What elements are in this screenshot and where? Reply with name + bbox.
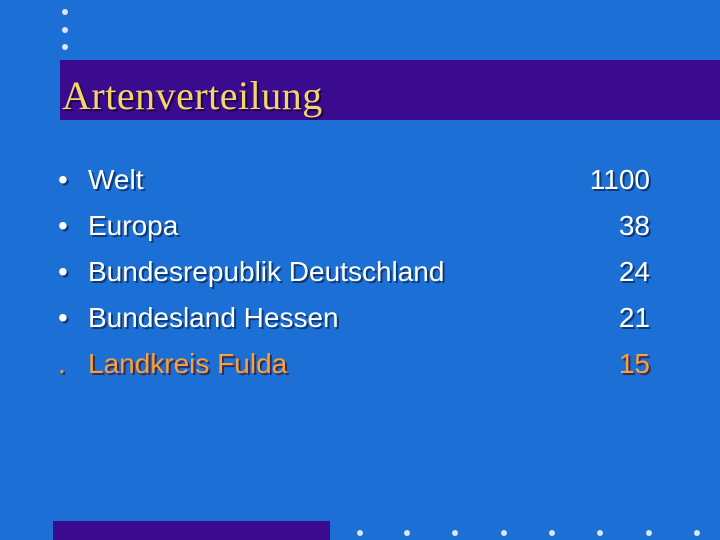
decor-dot [62, 27, 68, 33]
item-label: Bundesland Hessen [88, 302, 339, 333]
title-bar: Artenverteilung [60, 60, 720, 120]
list-item: • Bundesrepublik Deutschland 24 [0, 252, 720, 292]
bottom-bar [53, 521, 330, 540]
decor-dot [357, 530, 363, 536]
decor-dot [549, 530, 555, 536]
bullet: • [58, 210, 68, 241]
list-item: • Europa 38 [0, 206, 720, 246]
bullet: • [58, 164, 68, 195]
list-item-highlighted: . Landkreis Fulda 15 [0, 344, 720, 384]
decor-dot [452, 530, 458, 536]
item-label: Landkreis Fulda [88, 348, 288, 379]
item-label: Bundesrepublik Deutschland [88, 256, 445, 287]
item-value: 1100 [589, 164, 650, 195]
item-label: Welt [88, 164, 144, 195]
slide-title: Artenverteilung [62, 73, 323, 118]
bullet: • [58, 256, 68, 287]
decor-dot [62, 44, 68, 50]
decor-dot [404, 530, 410, 536]
decor-dot [62, 9, 68, 15]
item-value: 21 [618, 302, 650, 333]
decor-dot [646, 530, 652, 536]
item-value: 38 [618, 210, 650, 241]
list-item: • Bundesland Hessen 21 [0, 298, 720, 338]
list-item: • Welt 1100 [0, 160, 720, 200]
item-value: 24 [618, 256, 650, 287]
item-value: 15 [618, 348, 650, 379]
decor-dot [597, 530, 603, 536]
item-label: Europa [88, 210, 179, 241]
decor-dot [694, 530, 700, 536]
bullet: . [58, 348, 66, 379]
decor-dot [501, 530, 507, 536]
bullet: • [58, 302, 68, 333]
